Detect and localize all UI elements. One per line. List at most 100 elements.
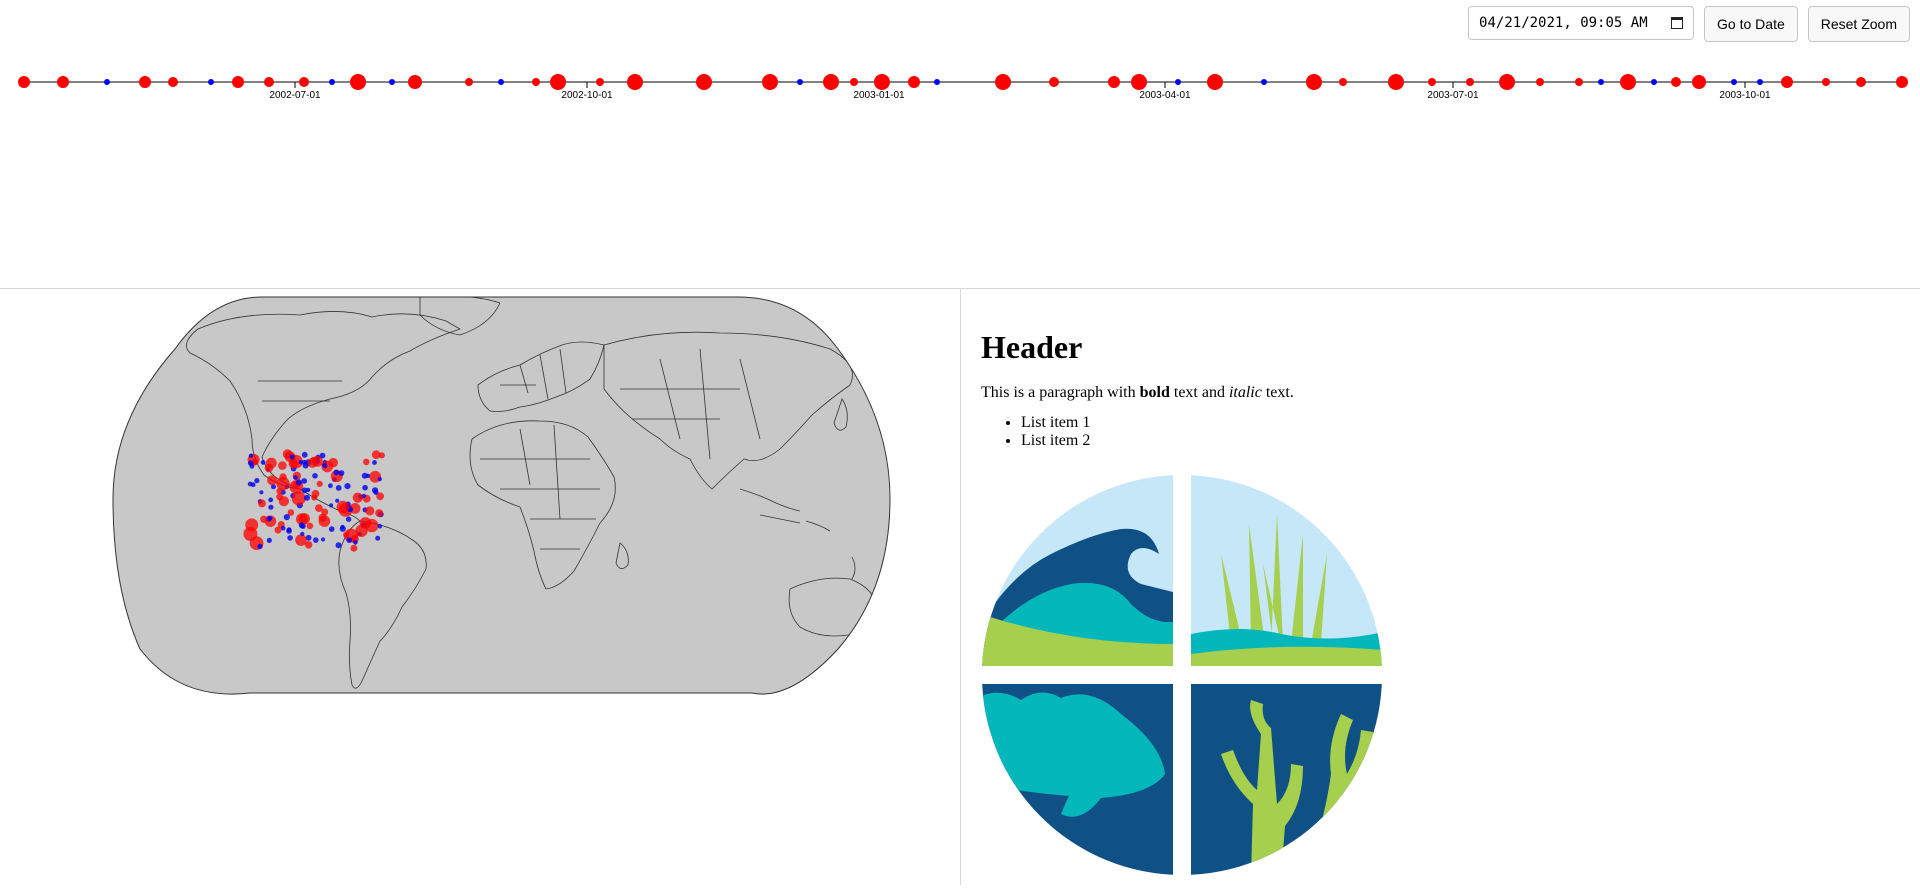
map-event-marker[interactable] [352,492,363,503]
map-event-marker[interactable] [306,487,311,493]
timeline-event-marker[interactable] [465,78,473,86]
map-event-marker[interactable] [306,522,314,530]
map-event-marker[interactable] [254,478,260,484]
map-event-marker[interactable] [343,531,350,538]
map-event-marker[interactable] [301,478,308,484]
timeline-event-marker[interactable] [762,74,778,90]
map-event-marker[interactable] [320,537,326,542]
timeline-chart[interactable]: 2002-07-01 2002-10-01 2003-01-01 2003-04-01… [0,0,1920,120]
calendar-icon[interactable] [1671,17,1684,29]
map-event-marker[interactable] [315,504,323,512]
timeline-event-marker[interactable] [1049,77,1059,87]
timeline-event-marker[interactable] [1207,74,1223,90]
map-event-marker[interactable] [329,503,334,508]
timeline-event-marker[interactable] [498,79,504,85]
map-event-marker[interactable] [266,516,272,522]
map-event-marker[interactable] [350,544,358,552]
map-event-marker[interactable] [365,473,371,478]
map-event-marker[interactable] [310,456,318,464]
timeline-event-marker[interactable] [1598,79,1604,85]
timeline-event-marker[interactable] [627,74,643,90]
map-event-marker[interactable] [271,484,276,490]
map-event-marker[interactable] [279,473,287,481]
map-event-marker[interactable] [276,476,290,491]
timeline-event-marker[interactable] [408,75,422,89]
map-event-marker[interactable] [375,509,384,518]
timeline-event-marker[interactable] [264,77,274,87]
map-event-marker[interactable] [302,459,307,465]
timeline-event-marker[interactable] [1856,77,1866,87]
map-event-marker[interactable] [372,460,377,465]
timeline-event-marker[interactable] [104,79,110,85]
timeline-event-marker[interactable] [596,78,604,86]
map-event-marker[interactable] [296,513,308,526]
map-event-marker[interactable] [266,537,272,543]
timeline-event-marker[interactable] [550,74,566,90]
reset-zoom-button[interactable]: Reset Zoom [1807,6,1910,42]
map-event-marker[interactable] [295,479,302,486]
map-event-marker[interactable] [300,531,305,536]
map-event-marker[interactable] [291,491,306,506]
timeline-event-marker[interactable] [908,76,920,88]
timeline-event-marker[interactable] [350,74,366,90]
map-event-marker[interactable] [377,523,383,529]
timeline-event-marker[interactable] [532,78,540,86]
map-event-marker[interactable] [245,518,259,532]
map-event-marker[interactable] [287,509,295,516]
map-event-marker[interactable] [338,470,345,476]
map-event-marker[interactable] [345,516,352,522]
map-event-marker[interactable] [268,497,274,503]
timeline-event-marker[interactable] [389,79,395,85]
map-event-marker[interactable] [322,463,328,469]
timeline-event-marker[interactable] [1651,79,1657,85]
map-event-marker[interactable] [274,526,282,534]
timeline-event-marker[interactable] [1692,75,1706,89]
map-event-marker[interactable] [287,535,293,541]
timeline-event-marker[interactable] [1131,74,1147,90]
timeline-event-marker[interactable] [299,77,309,87]
map-event-marker[interactable] [267,475,278,486]
map-event-marker[interactable] [298,460,303,465]
map-event-marker[interactable] [328,526,335,532]
map-event-marker[interactable] [335,485,342,491]
map-event-marker[interactable] [247,460,254,466]
map-event-marker[interactable] [257,499,266,508]
timeline-event-marker[interactable] [168,77,178,87]
map-event-marker[interactable] [278,496,289,507]
timeline-event-marker[interactable] [874,74,890,90]
map-event-marker[interactable] [333,469,340,476]
map-event-marker[interactable] [260,515,268,523]
timeline-event-marker[interactable] [232,76,244,88]
map-event-marker[interactable] [316,480,323,487]
map-event-marker[interactable] [283,514,290,521]
map-event-marker[interactable] [340,524,345,529]
map-event-marker[interactable] [247,481,253,487]
timeline-event-marker[interactable] [823,74,839,90]
timeline-event-marker[interactable] [1671,77,1681,87]
map-event-marker[interactable] [293,475,298,480]
map-event-marker[interactable] [378,452,385,459]
map-event-marker[interactable] [278,461,287,470]
map-event-marker[interactable] [313,537,319,543]
map-event-marker[interactable] [376,492,384,501]
timeline-event-marker[interactable] [208,79,214,85]
map-event-marker[interactable] [375,535,381,541]
timeline-event-marker[interactable] [329,79,335,85]
timeline-event-marker[interactable] [1261,79,1267,85]
timeline-event-marker[interactable] [1175,79,1181,85]
timeline-event-marker[interactable] [18,76,30,88]
timeline-event-marker[interactable] [57,76,69,88]
map-event-marker[interactable] [288,459,298,469]
map-event-marker[interactable] [361,493,367,498]
timeline-event-marker[interactable] [1536,78,1544,86]
map-panel[interactable] [0,289,960,885]
timeline-event-marker[interactable] [850,78,858,86]
map-event-marker[interactable] [318,515,331,527]
map-event-marker[interactable] [336,500,350,514]
map-event-marker[interactable] [346,537,353,543]
timeline-event-marker[interactable] [1306,74,1322,90]
map-event-marker[interactable] [353,540,358,545]
map-event-marker[interactable] [362,484,368,491]
map-event-marker[interactable] [286,528,292,534]
map-event-marker[interactable] [268,504,274,510]
